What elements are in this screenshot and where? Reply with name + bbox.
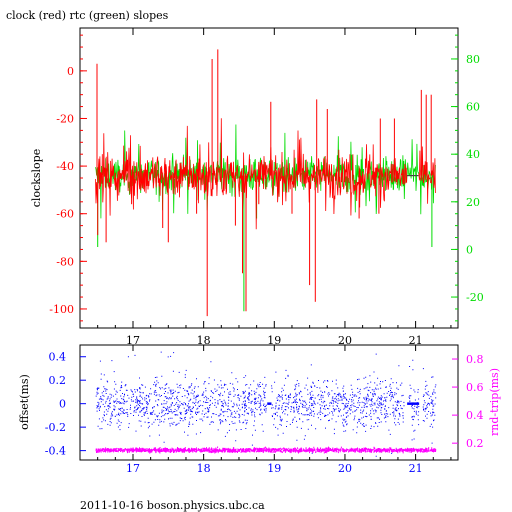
clockslope-tick-label: -20 <box>56 112 74 125</box>
offset-time-tick-label: 19 <box>267 462 281 475</box>
rtc-tick-label: 80 <box>466 53 480 66</box>
rtc-tick-label: 20 <box>466 196 480 209</box>
offset-tick-label: 0.4 <box>49 351 67 364</box>
clock-slope-line-1 <box>418 146 436 204</box>
slope-panel: 0 -20 -40 -60 -80 -100 80 60 40 20 0 -20 17 18 19 20 2… <box>30 27 484 347</box>
offset-tick-label: 0.2 <box>49 374 67 387</box>
rtc-tick-label: 40 <box>466 148 480 161</box>
offset-time-tick-label: 20 <box>338 462 352 475</box>
offset-time-tick-label: 21 <box>409 462 423 475</box>
offset-tick-label: -0.4 <box>45 445 66 458</box>
slope-time-tick-label: 18 <box>197 334 211 347</box>
rnd-trip-tick-label: 0.8 <box>466 353 484 366</box>
rnd-trip-tick-label: 0.2 <box>466 437 484 450</box>
clockslope-axis-label: clockslope <box>30 149 43 207</box>
rtc-tick-label: -20 <box>466 291 484 304</box>
offset-frame <box>79 344 459 461</box>
rtc-tick-label: 0 <box>466 243 473 256</box>
rtc-tick-label: 60 <box>466 101 480 114</box>
offset-tick-label: 0 <box>59 398 66 411</box>
clockslope-tick-label: -40 <box>56 160 74 173</box>
clockslope-tick-label: 0 <box>67 65 74 78</box>
rnd-trip-axis-label: rnd-trip(ms) <box>488 368 501 436</box>
rnd-trip-axis: 0.8 0.6 0.4 0.2 <box>452 353 484 450</box>
rnd-trip-tick-label: 0.6 <box>466 381 484 394</box>
rnd-trip-tick-label: 0.4 <box>466 409 484 422</box>
footer-text: 2011-10-16 boson.physics.ubc.ca <box>80 499 265 512</box>
slope-time-axis: 17 18 19 20 21 <box>97 28 452 347</box>
clock-slope-line-0 <box>95 118 408 230</box>
chart-title: clock (red) rtc (green) slopes <box>6 9 169 22</box>
offset-time-tick-label: 18 <box>197 462 211 475</box>
slope-time-tick-label: 21 <box>409 334 423 347</box>
offset-panel: 0.40.20-0.2-0.4 0.80.60.40.2 17 18 19 20 21 … <box>18 344 501 475</box>
slope-time-tick-label: 19 <box>267 334 281 347</box>
slope-plot-area <box>95 49 436 317</box>
rtc-axis: 80 60 40 20 0 -20 <box>451 34 484 322</box>
clockslope-tick-label: -60 <box>56 208 74 221</box>
slope-time-tick-label: 20 <box>338 334 352 347</box>
clockslope-tick-label: -80 <box>56 255 74 268</box>
offset-tick-label: -0.2 <box>45 421 66 434</box>
offset-plot-area <box>95 351 437 457</box>
slope-time-tick-label: 17 <box>126 334 140 347</box>
clockslope-tick-label: -100 <box>49 303 74 316</box>
offset-axis-label: offset(ms) <box>18 374 31 430</box>
rnd-trip-points <box>95 446 437 454</box>
offset-time-tick-label: 17 <box>126 462 140 475</box>
offset-time-axis: 17 18 19 20 21 <box>97 345 452 475</box>
clockslope-axis: 0 -20 -40 -60 -80 -100 <box>49 34 87 322</box>
offset-axis: 0.4 0.2 0 -0.2 -0.4 <box>45 351 86 458</box>
offset-points <box>95 351 437 457</box>
